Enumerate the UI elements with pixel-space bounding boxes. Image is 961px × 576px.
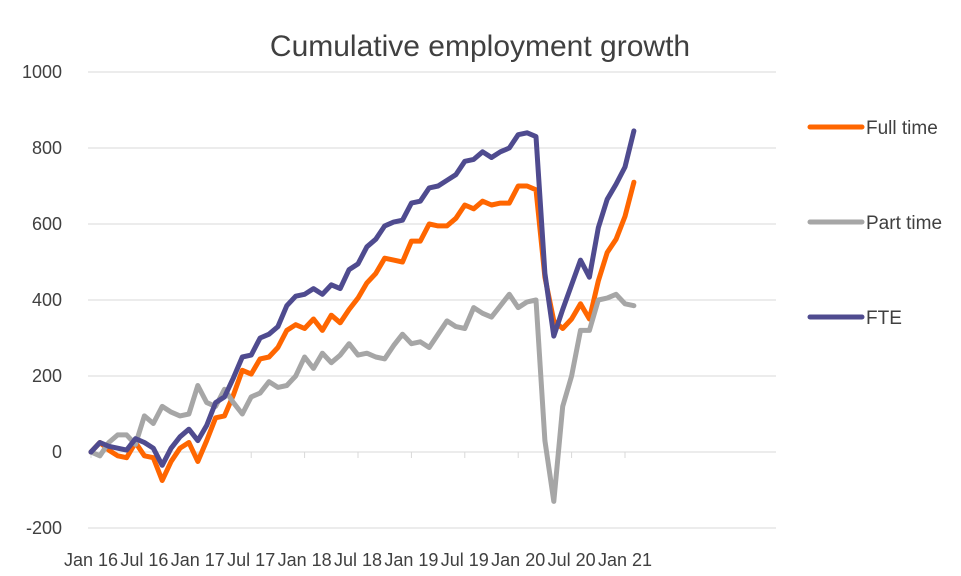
y-tick-label: 600 [32,214,62,234]
series-line-fte [88,128,637,468]
series-lines [88,128,637,504]
x-tick-label: Jul 20 [548,550,596,570]
legend: Full time Part time FTE [807,118,942,329]
x-tick-label: Jul 19 [441,550,489,570]
x-tick-label: Jan 19 [384,550,438,570]
y-tick-label: 800 [32,138,62,158]
legend-label: FTE [866,308,902,329]
y-tick-label: 0 [52,442,62,462]
x-tick-label: Jan 16 [64,550,118,570]
x-tick-label: Jan 20 [491,550,545,570]
x-tick-label: Jan 18 [278,550,332,570]
y-tick-label: -200 [26,518,62,538]
x-tick-label: Jan 17 [171,550,225,570]
gridlines [88,71,776,529]
x-tick-label: Jul 17 [227,550,275,570]
y-axis-tick-labels: -200 0 200 400 600 800 1000 [22,62,62,538]
y-tick-label: 400 [32,290,62,310]
x-tick-label: Jul 16 [120,550,168,570]
series-line-part-time [88,291,637,504]
y-tick-label: 1000 [22,62,62,82]
y-tick-label: 200 [32,366,62,386]
x-axis-tick-labels: Jan 16 Jul 16 Jan 17 Jul 17 Jan 18 Jul 18 Jan … [64,452,652,570]
legend-label: Part time [866,213,942,234]
x-tick-label: Jul 18 [334,550,382,570]
chart-title: Cumulative employment growth [270,30,690,63]
x-tick-label: Jan 21 [598,550,652,570]
legend-label: Full time [866,118,938,139]
